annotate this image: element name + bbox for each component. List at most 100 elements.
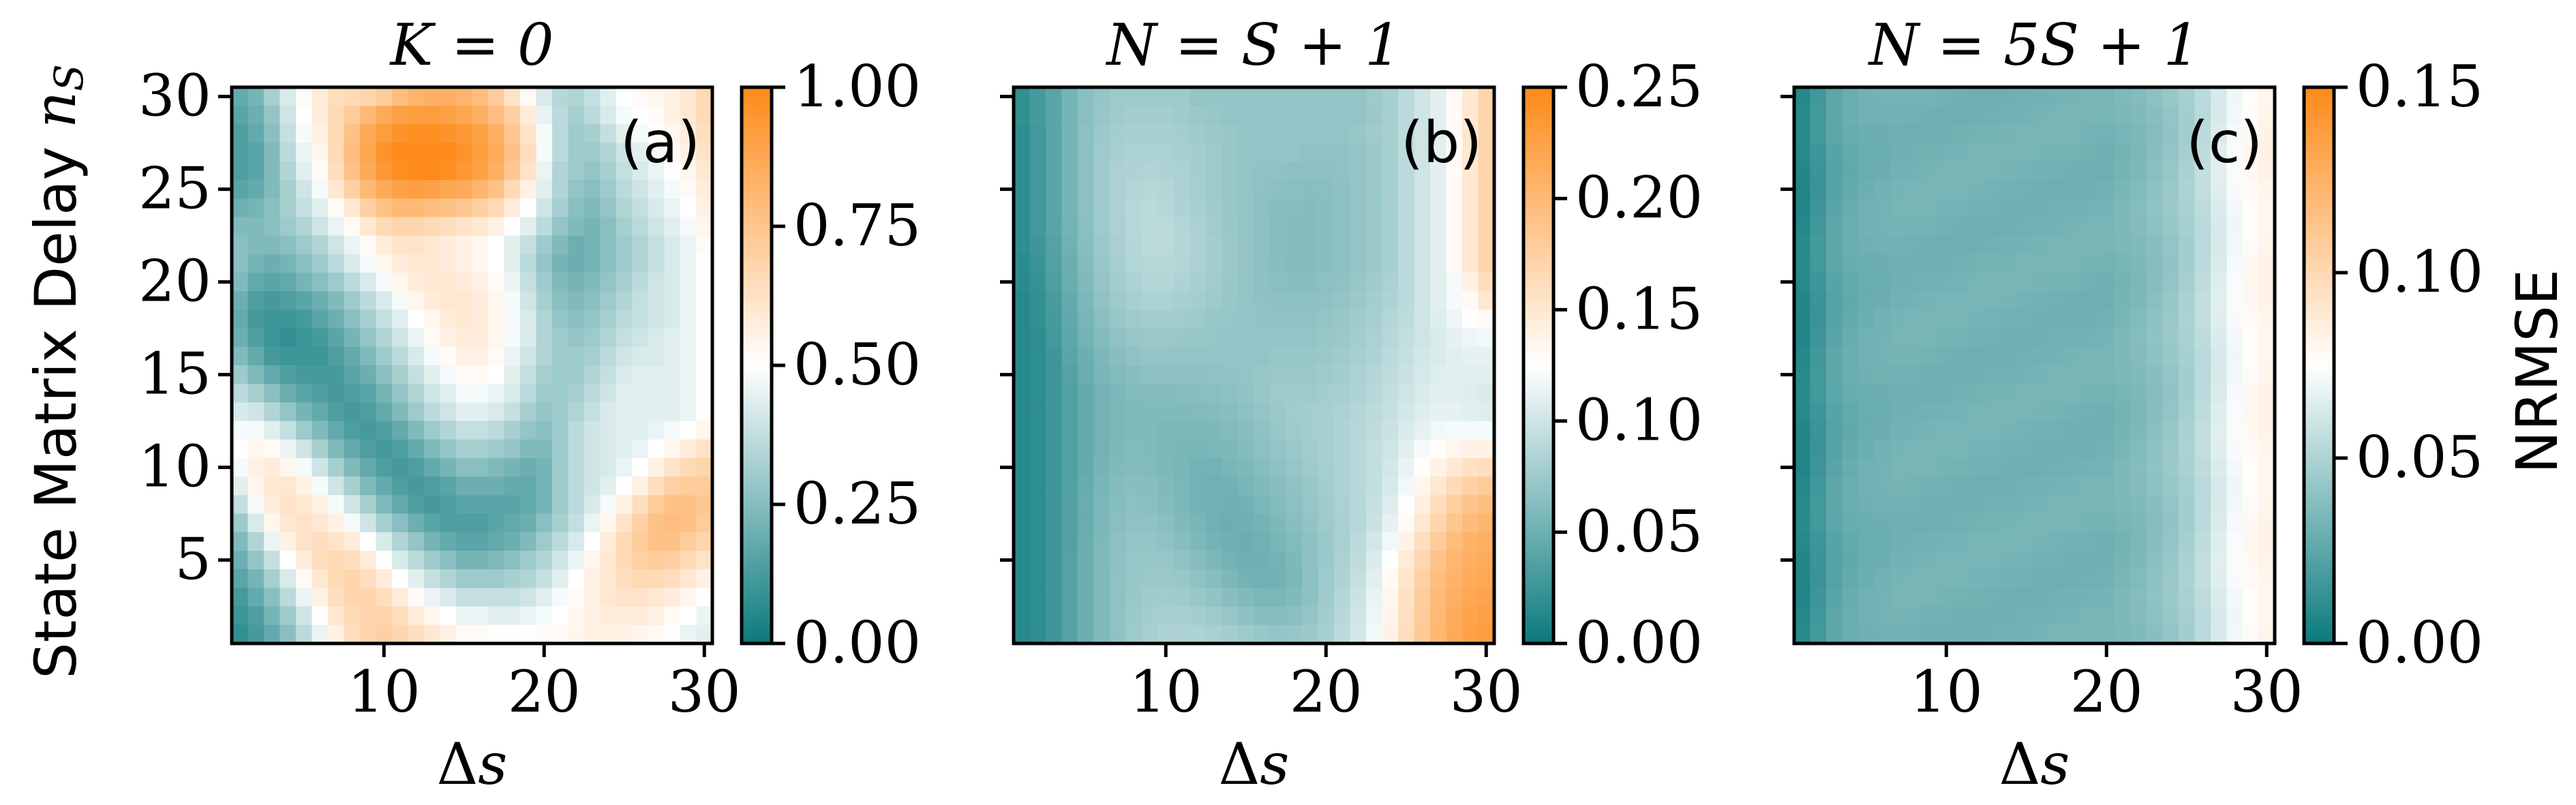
heatmap-cell <box>312 384 329 403</box>
heatmap-cell <box>664 180 681 199</box>
heatmap-cell <box>456 198 473 217</box>
heatmap-cell <box>1826 328 1843 348</box>
heatmap-cell <box>1029 217 1046 237</box>
heatmap-cell <box>1189 235 1207 255</box>
heatmap-cell <box>2002 569 2019 588</box>
heatmap-cell <box>1318 606 1335 626</box>
heatmap-cell <box>296 142 313 162</box>
heatmap-cell <box>2226 476 2243 496</box>
heatmap-cell <box>1238 291 1255 310</box>
heatmap-cell <box>1110 513 1127 533</box>
heatmap-cell <box>2243 495 2260 515</box>
heatmap-cell <box>456 569 473 588</box>
x-axis-label: Δs <box>1219 731 1290 798</box>
heatmap-cell <box>424 458 441 477</box>
heatmap-cell <box>664 235 681 255</box>
heatmap-cell <box>1874 569 1891 588</box>
heatmap-cell <box>1189 495 1207 515</box>
heatmap-cell <box>2098 161 2115 181</box>
heatmap-cell <box>1046 180 1063 199</box>
heatmap-cell <box>1906 161 1923 181</box>
heatmap-cell <box>1350 346 1367 366</box>
heatmap-cell <box>1350 142 1367 162</box>
heatmap-cell <box>232 513 249 533</box>
heatmap-cell <box>584 309 601 329</box>
heatmap-cell <box>1254 624 1271 644</box>
heatmap-cell <box>2130 291 2147 310</box>
heatmap-cell <box>520 198 537 217</box>
heatmap-cell <box>1078 346 1095 366</box>
heatmap-cell <box>1986 273 2003 292</box>
heatmap-cell <box>1954 124 1971 144</box>
heatmap-cell <box>2179 106 2196 125</box>
heatmap-cell <box>1826 606 1843 626</box>
heatmap-cell <box>1414 217 1431 237</box>
heatmap-cell <box>1046 384 1063 403</box>
heatmap-cell <box>488 624 505 644</box>
y-tick-label: 30 <box>138 63 211 130</box>
heatmap-cell <box>232 180 249 199</box>
heatmap-cell <box>568 588 585 607</box>
colorbar-tick-label: 0.05 <box>2356 424 2483 491</box>
heatmap-cell <box>1954 624 1971 644</box>
heatmap-cell <box>232 421 249 440</box>
heatmap-cell <box>232 235 249 255</box>
heatmap-cell <box>1906 439 1923 459</box>
heatmap-cell <box>247 476 264 496</box>
heatmap-cell <box>1398 124 1415 144</box>
heatmap-cell <box>472 513 489 533</box>
heatmap-cell <box>1222 124 1239 144</box>
heatmap-cell <box>1350 532 1367 551</box>
heatmap-cell <box>1110 439 1127 459</box>
heatmap-cell <box>1986 328 2003 348</box>
heatmap-cell <box>1826 513 1843 533</box>
heatmap-cell <box>2179 421 2196 440</box>
heatmap-cell <box>1430 439 1447 459</box>
heatmap-cell <box>664 87 681 106</box>
heatmap-cell <box>2162 513 2179 533</box>
heatmap-cell <box>1430 421 1447 440</box>
heatmap-cell <box>2130 328 2147 348</box>
heatmap-cell <box>568 439 585 459</box>
heatmap-cell <box>1986 309 2003 329</box>
heatmap-cell <box>440 180 457 199</box>
heatmap-cell <box>472 402 489 422</box>
heatmap-cell <box>1014 588 1031 607</box>
heatmap-cell <box>1366 588 1383 607</box>
heatmap-cell <box>1110 309 1127 329</box>
heatmap-cell <box>1110 458 1127 477</box>
heatmap-cell <box>600 254 617 273</box>
heatmap-cell <box>1302 106 1319 125</box>
heatmap-cell <box>1462 495 1479 515</box>
heatmap-cell <box>1222 161 1239 181</box>
heatmap-cell <box>2243 346 2260 366</box>
heatmap-cell <box>1858 346 1875 366</box>
heatmap-cell <box>2194 365 2211 384</box>
heatmap-cell <box>2098 624 2115 644</box>
heatmap-cell <box>632 551 649 570</box>
heatmap-cell <box>2258 551 2275 570</box>
heatmap-cell <box>440 106 457 125</box>
heatmap-cell <box>648 384 665 403</box>
heatmap-cell <box>279 421 297 440</box>
heatmap-cell <box>1061 606 1078 626</box>
heatmap-cell <box>504 365 521 384</box>
heatmap-cell <box>2226 551 2243 570</box>
heatmap-cell <box>2115 346 2132 366</box>
heatmap-cell <box>1842 217 1859 237</box>
heatmap-cell <box>440 309 457 329</box>
heatmap-cell <box>2130 180 2147 199</box>
heatmap-cell <box>1874 551 1891 570</box>
heatmap-cell <box>1334 161 1351 181</box>
heatmap-cell <box>1414 198 1431 217</box>
colorbar-tick-label: 1.00 <box>793 53 921 120</box>
heatmap-cell <box>1938 254 1955 273</box>
heatmap-cell <box>536 198 553 217</box>
heatmap-cell <box>1954 384 1971 403</box>
heatmap-cell <box>536 273 553 292</box>
heatmap-cell <box>2194 346 2211 366</box>
heatmap-cell <box>1334 291 1351 310</box>
heatmap-cell <box>1794 606 1811 626</box>
heatmap-cell <box>1810 402 1827 422</box>
heatmap-cell <box>1922 217 1939 237</box>
